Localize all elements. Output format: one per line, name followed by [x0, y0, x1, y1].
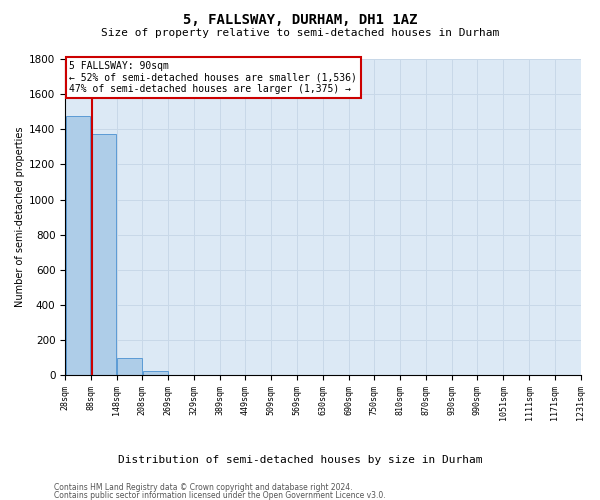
Bar: [117, 358, 142, 376]
Text: 5 FALLSWAY: 90sqm
← 52% of semi-detached houses are smaller (1,536)
47% of semi-: 5 FALLSWAY: 90sqm ← 52% of semi-detached…: [70, 60, 357, 94]
Text: Distribution of semi-detached houses by size in Durham: Distribution of semi-detached houses by …: [118, 455, 482, 465]
Bar: [91, 134, 116, 376]
Text: Contains HM Land Registry data © Crown copyright and database right 2024.: Contains HM Land Registry data © Crown c…: [54, 482, 353, 492]
Bar: [65, 116, 91, 376]
Bar: [143, 371, 168, 376]
Text: Contains public sector information licensed under the Open Government Licence v3: Contains public sector information licen…: [54, 491, 386, 500]
Y-axis label: Number of semi-detached properties: Number of semi-detached properties: [15, 127, 25, 308]
Text: 5, FALLSWAY, DURHAM, DH1 1AZ: 5, FALLSWAY, DURHAM, DH1 1AZ: [183, 12, 417, 26]
Text: Size of property relative to semi-detached houses in Durham: Size of property relative to semi-detach…: [101, 28, 499, 38]
